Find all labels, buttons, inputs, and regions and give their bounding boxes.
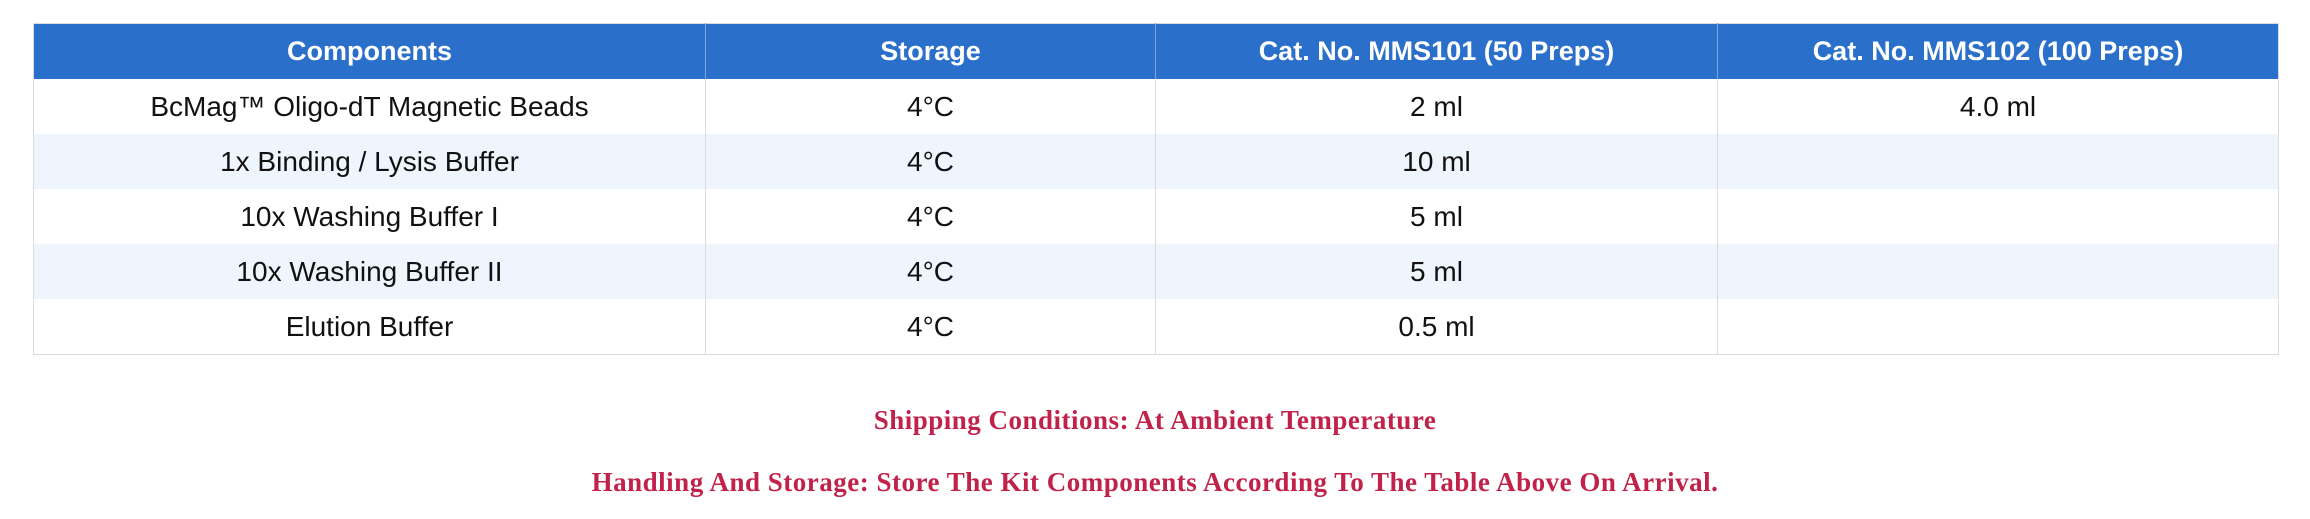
cell-storage: 4°C [705, 244, 1156, 299]
cell-mms101: 5 ml [1155, 244, 1718, 299]
handling-storage-note: Handling And Storage: Store The Kit Comp… [591, 467, 1719, 497]
kit-components-table: Components Storage Cat. No. MMS101 (50 P… [33, 23, 2279, 355]
header-cat-mms102: Cat. No. MMS102 (100 Preps) [1717, 23, 2279, 79]
cell-storage: 4°C [705, 189, 1156, 244]
cell-mms102 [1717, 134, 2279, 189]
cell-mms101: 5 ml [1155, 189, 1718, 244]
table-header-row: Components Storage Cat. No. MMS101 (50 P… [33, 23, 2279, 79]
cell-storage: 4°C [705, 134, 1156, 189]
cell-component: Elution Buffer [33, 299, 706, 355]
cell-mms102: 4.0 ml [1717, 79, 2279, 134]
table-row: 1x Binding / Lysis Buffer 4°C 10 ml [33, 134, 2279, 189]
header-cat-mms101: Cat. No. MMS101 (50 Preps) [1155, 23, 1718, 79]
table-row: 10x Washing Buffer I 4°C 5 ml [33, 189, 2279, 244]
shipping-conditions-note: Shipping Conditions: At Ambient Temperat… [873, 405, 1437, 435]
cell-storage: 4°C [705, 79, 1156, 134]
cell-component: 10x Washing Buffer I [33, 189, 706, 244]
cell-component: 10x Washing Buffer II [33, 244, 706, 299]
cell-mms101: 10 ml [1155, 134, 1718, 189]
cell-mms102 [1717, 189, 2279, 244]
cell-mms101: 0.5 ml [1155, 299, 1718, 355]
header-components: Components [33, 23, 706, 79]
table-row: 10x Washing Buffer II 4°C 5 ml [33, 244, 2279, 299]
cell-mms102 [1717, 244, 2279, 299]
table-row: BcMag™ Oligo-dT Magnetic Beads 4°C 2 ml … [33, 79, 2279, 134]
cell-storage: 4°C [705, 299, 1156, 355]
cell-mms102 [1717, 299, 2279, 355]
cell-component: BcMag™ Oligo-dT Magnetic Beads [33, 79, 706, 134]
cell-mms101: 2 ml [1155, 79, 1718, 134]
cell-component: 1x Binding / Lysis Buffer [33, 134, 706, 189]
header-storage: Storage [705, 23, 1156, 79]
table-row: Elution Buffer 4°C 0.5 ml [33, 299, 2279, 355]
